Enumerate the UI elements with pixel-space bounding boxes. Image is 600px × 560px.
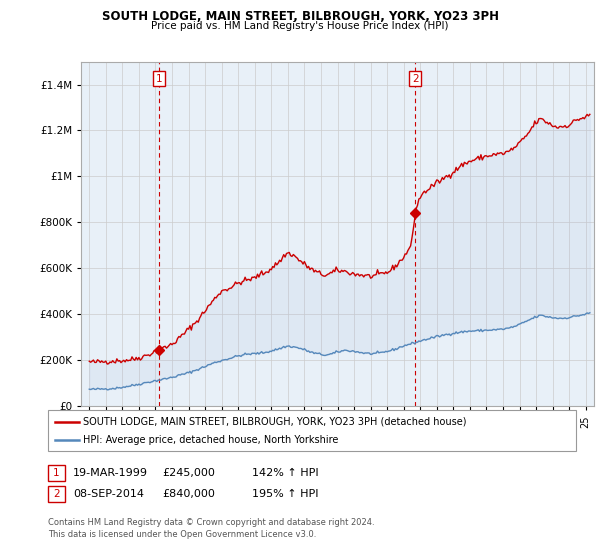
Text: 142% ↑ HPI: 142% ↑ HPI xyxy=(252,468,319,478)
Text: £245,000: £245,000 xyxy=(162,468,215,478)
Text: 19-MAR-1999: 19-MAR-1999 xyxy=(73,468,148,478)
Text: 195% ↑ HPI: 195% ↑ HPI xyxy=(252,489,319,499)
Text: SOUTH LODGE, MAIN STREET, BILBROUGH, YORK, YO23 3PH: SOUTH LODGE, MAIN STREET, BILBROUGH, YOR… xyxy=(101,10,499,23)
Text: Price paid vs. HM Land Registry's House Price Index (HPI): Price paid vs. HM Land Registry's House … xyxy=(151,21,449,31)
Text: 08-SEP-2014: 08-SEP-2014 xyxy=(73,489,144,499)
Text: HPI: Average price, detached house, North Yorkshire: HPI: Average price, detached house, Nort… xyxy=(83,435,338,445)
Text: 1: 1 xyxy=(53,468,60,478)
Text: 1: 1 xyxy=(155,74,162,83)
Text: Contains HM Land Registry data © Crown copyright and database right 2024.
This d: Contains HM Land Registry data © Crown c… xyxy=(48,518,374,539)
Text: SOUTH LODGE, MAIN STREET, BILBROUGH, YORK, YO23 3PH (detached house): SOUTH LODGE, MAIN STREET, BILBROUGH, YOR… xyxy=(83,417,466,427)
Text: 2: 2 xyxy=(412,74,418,83)
Text: 2: 2 xyxy=(53,489,60,499)
Text: £840,000: £840,000 xyxy=(162,489,215,499)
